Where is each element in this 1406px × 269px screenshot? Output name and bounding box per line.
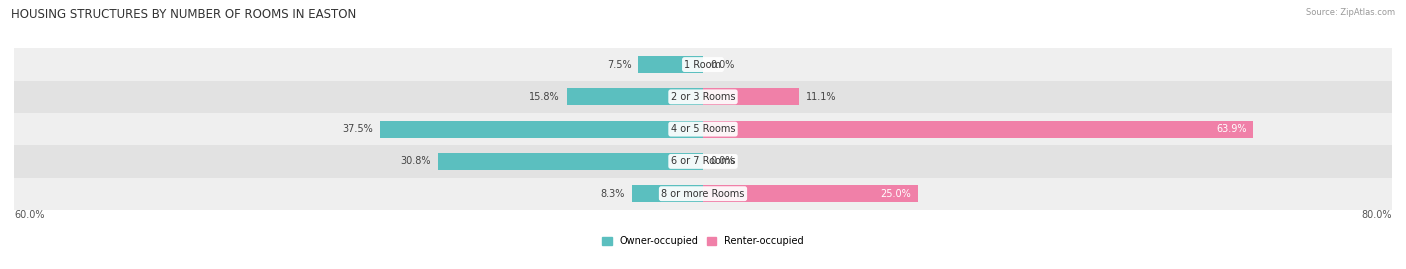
Bar — [567, 89, 703, 105]
Text: 8.3%: 8.3% — [600, 189, 624, 199]
Bar — [631, 185, 703, 202]
Text: 0.0%: 0.0% — [710, 59, 734, 70]
Text: 0.0%: 0.0% — [710, 156, 734, 167]
Text: 7.5%: 7.5% — [607, 59, 631, 70]
Legend: Owner-occupied, Renter-occupied: Owner-occupied, Renter-occupied — [599, 232, 807, 250]
Bar — [703, 121, 1253, 137]
Text: HOUSING STRUCTURES BY NUMBER OF ROOMS IN EASTON: HOUSING STRUCTURES BY NUMBER OF ROOMS IN… — [11, 8, 357, 21]
Text: 30.8%: 30.8% — [401, 156, 430, 167]
Bar — [703, 185, 918, 202]
Text: 4 or 5 Rooms: 4 or 5 Rooms — [671, 124, 735, 134]
Text: Source: ZipAtlas.com: Source: ZipAtlas.com — [1306, 8, 1395, 17]
Text: 25.0%: 25.0% — [880, 189, 911, 199]
Text: 37.5%: 37.5% — [343, 124, 373, 134]
Bar — [14, 81, 1392, 113]
Text: 11.1%: 11.1% — [806, 92, 837, 102]
Bar — [380, 121, 703, 137]
Text: 80.0%: 80.0% — [1361, 210, 1392, 220]
Text: 2 or 3 Rooms: 2 or 3 Rooms — [671, 92, 735, 102]
Text: 6 or 7 Rooms: 6 or 7 Rooms — [671, 156, 735, 167]
Text: 1 Room: 1 Room — [685, 59, 721, 70]
Text: 63.9%: 63.9% — [1216, 124, 1246, 134]
Bar — [14, 48, 1392, 81]
Text: 15.8%: 15.8% — [530, 92, 560, 102]
Bar — [437, 153, 703, 170]
Bar — [703, 89, 799, 105]
Text: 8 or more Rooms: 8 or more Rooms — [661, 189, 745, 199]
Bar — [638, 56, 703, 73]
Text: 60.0%: 60.0% — [14, 210, 45, 220]
Bar — [14, 113, 1392, 145]
Bar — [14, 178, 1392, 210]
Bar — [14, 145, 1392, 178]
